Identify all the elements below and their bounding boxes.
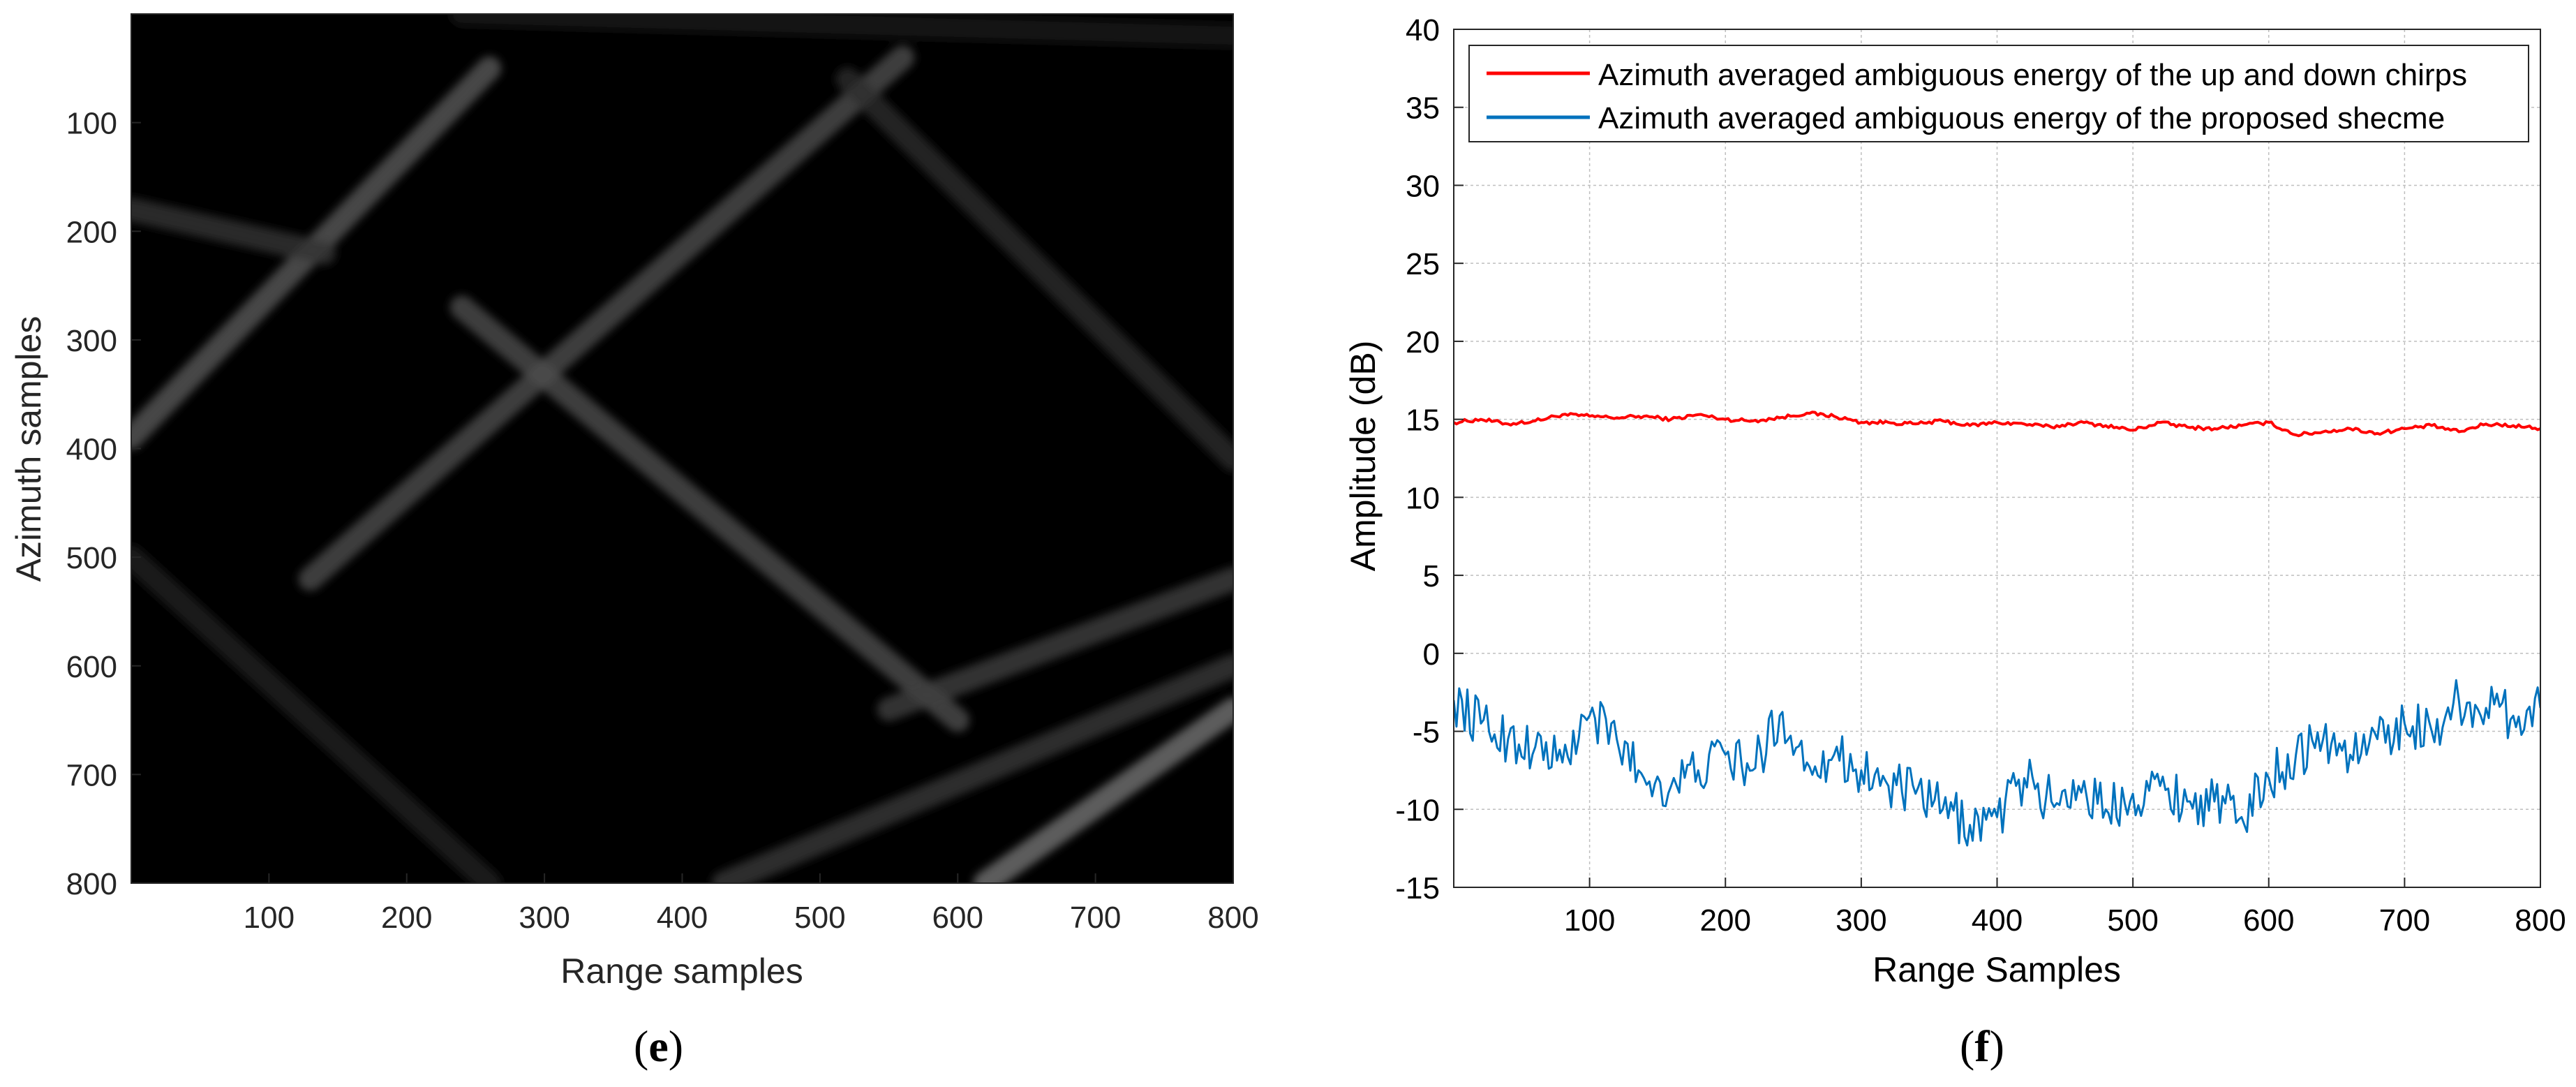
panel-label-e: (e): [634, 1021, 683, 1071]
line-y-tick-label: -10: [1395, 793, 1440, 827]
heatmap-x-tick-label: 300: [519, 901, 569, 935]
heatmap-streak-3: [449, 295, 970, 732]
line-x-tick-label: 100: [1564, 903, 1615, 938]
line-series-group: [1454, 411, 2540, 847]
line-y-tick-label: 30: [1406, 169, 1440, 203]
line-y-tick-label: 15: [1406, 404, 1440, 438]
line-x-tick-label: 600: [2243, 903, 2294, 938]
right-panel-line-chart: 100 200 300 400 500 600 700 800 -15 -10 -5 0 5 10 15 2…: [1343, 13, 2566, 1071]
legend-entry-proposed-scheme: Azimuth averaged ambiguous energy of the…: [1598, 101, 2445, 135]
heatmap-streak-9: [131, 545, 502, 883]
heatmap-x-tick-label: 500: [794, 901, 845, 935]
heatmap-streak-10: [449, 14, 1233, 48]
heatmap-x-ticks: 100 200 300 400 500 600 700 800: [244, 873, 1259, 935]
left-panel-heatmap: 100 200 300 400 500 600 700 800 100 200 300 400 500…: [9, 13, 1259, 1071]
heatmap-y-tick-label: 800: [66, 867, 117, 901]
line-x-tick-label: 700: [2379, 903, 2430, 938]
line-x-axis-label: Range Samples: [1873, 950, 2121, 989]
line-y-tick-label: 0: [1423, 637, 1440, 672]
heatmap-y-axis-label: Azimuth samples: [9, 316, 48, 582]
line-y-tick-label: 40: [1406, 13, 1440, 47]
line-y-tick-label: 10: [1406, 481, 1440, 515]
heatmap-x-tick-label: 800: [1207, 901, 1258, 935]
heatmap-x-tick-label: 600: [932, 901, 983, 935]
line-y-tick-label: 25: [1406, 247, 1440, 281]
heatmap-y-tick-label: 100: [66, 107, 117, 141]
line-y-ticks: -15 -10 -5 0 5 10 15 20 25 30 35 40: [1395, 13, 1464, 905]
heatmap-streak-5: [877, 567, 1233, 721]
line-x-tick-label: 300: [1836, 903, 1886, 938]
heatmap-y-tick-label: 200: [66, 215, 117, 249]
heatmap-y-tick-label: 400: [66, 433, 117, 467]
heatmap-y-tick-label: 700: [66, 758, 117, 792]
heatmap-streak-4: [835, 67, 1233, 472]
line-x-tick-label: 400: [1972, 903, 2023, 938]
series-proposed-scheme: [1454, 679, 2540, 847]
line-x-ticks: 100 200 300 400 500 600 700 800: [1564, 878, 2566, 938]
legend: Azimuth averaged ambiguous energy of the…: [1468, 45, 2529, 142]
line-y-tick-label: 5: [1423, 559, 1440, 593]
heatmap-y-ticks: 100 200 300 400 500 600 700 800: [66, 107, 141, 901]
heatmap-x-tick-label: 700: [1070, 901, 1121, 935]
heatmap-x-tick-label: 400: [657, 901, 708, 935]
heatmap-y-tick-label: 300: [66, 324, 117, 358]
heatmap-y-tick-label: 500: [66, 541, 117, 575]
legend-entry-up-down-chirps: Azimuth averaged ambiguous energy of the…: [1598, 58, 2467, 92]
line-y-tick-label: 35: [1406, 91, 1440, 126]
heatmap-y-tick-label: 600: [66, 650, 117, 684]
line-y-tick-label: -5: [1413, 716, 1440, 750]
legend-box: [1468, 45, 2529, 142]
heatmap-streak-6: [711, 653, 1233, 883]
line-y-axis-label: Amplitude (dB): [1343, 341, 1383, 572]
line-x-tick-label: 800: [2515, 903, 2566, 938]
line-y-tick-label: 20: [1406, 325, 1440, 360]
panel-label-f: (f): [1960, 1021, 2004, 1071]
heatmap-streak-2: [298, 45, 915, 591]
heatmap-features: [131, 14, 1233, 883]
series-up-down-chirps: [1454, 411, 2540, 438]
line-x-tick-label: 500: [2107, 903, 2158, 938]
heatmap-x-tick-label: 200: [381, 901, 432, 935]
heatmap-x-tick-label: 100: [244, 901, 295, 935]
line-x-tick-label: 200: [1700, 903, 1751, 938]
line-y-tick-label: -15: [1395, 871, 1440, 905]
heatmap-streak-7: [973, 697, 1233, 883]
heatmap-streak-8: [131, 198, 336, 265]
heatmap-plot-area: [131, 14, 1233, 883]
heatmap-x-axis-label: Range samples: [560, 952, 803, 991]
